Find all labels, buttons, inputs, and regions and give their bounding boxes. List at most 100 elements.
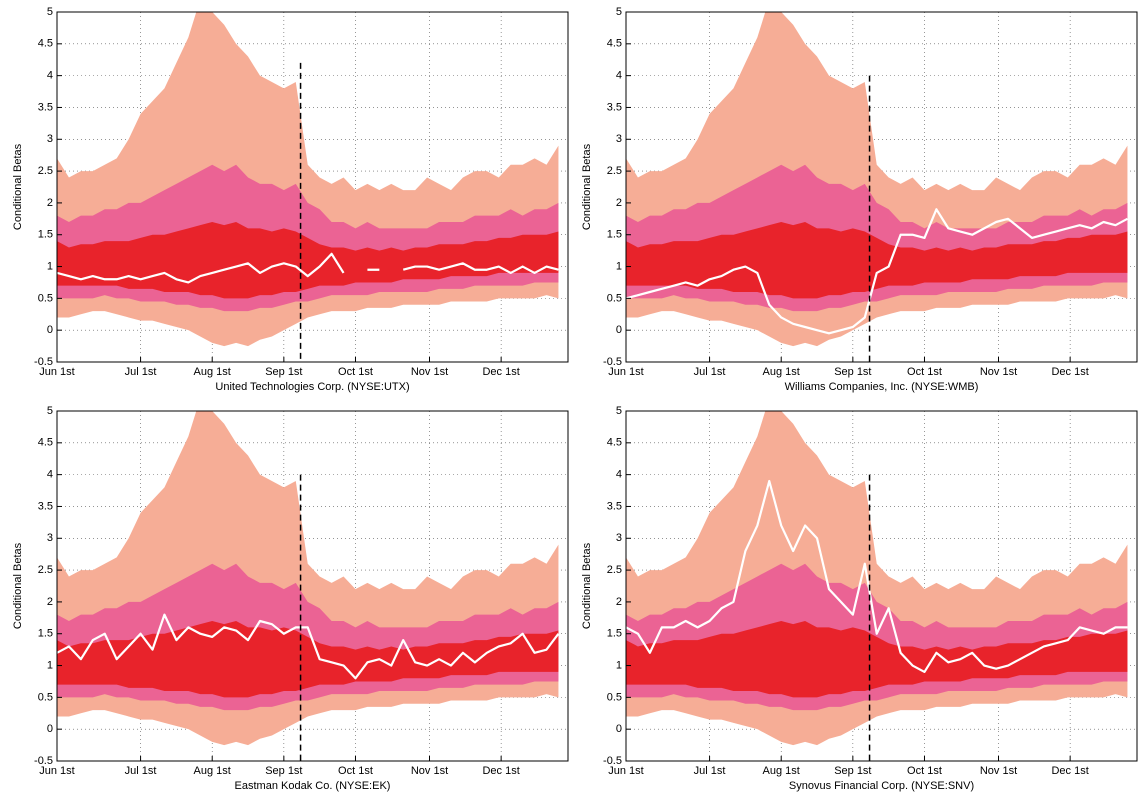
y-tick-label: 2	[616, 197, 622, 209]
y-axis-label: Conditional Betas	[12, 542, 24, 629]
y-tick-label: 1.5	[38, 229, 53, 241]
y-tick-label: 0	[616, 723, 622, 735]
y-axis-label: Conditional Betas	[12, 143, 24, 230]
beta-line	[626, 208, 1128, 335]
axes-frame	[625, 11, 1138, 363]
y-tick-label: 4.5	[38, 437, 53, 449]
y-tick-label: 1.5	[607, 628, 622, 640]
y-tick-label: -0.5	[603, 356, 622, 368]
plot-area	[57, 411, 568, 761]
x-tick-label: Sep 1st	[834, 366, 871, 378]
y-tick-label: 2	[47, 596, 53, 608]
y-tick-label: 3.5	[607, 500, 622, 512]
y-tick-label: 3.5	[607, 101, 622, 113]
x-tick-label: Oct 1st	[907, 765, 942, 777]
x-tick-label: Oct 1st	[338, 765, 373, 777]
x-tick-label: Sep 1st	[265, 765, 302, 777]
x-tick-label: Aug 1st	[763, 765, 800, 777]
y-tick-label: 3.5	[38, 101, 53, 113]
x-tick-label: Oct 1st	[338, 366, 373, 378]
band-area	[626, 222, 1128, 299]
y-tick-label: 0	[47, 324, 53, 336]
y-tick-label: 0.5	[38, 292, 53, 304]
y-tick-label: 5	[47, 6, 53, 18]
y-tick-label: 2	[47, 197, 53, 209]
y-tick-label: 4.5	[607, 38, 622, 50]
x-tick-label: Dec 1st	[482, 366, 519, 378]
y-tick-label: 2	[616, 596, 622, 608]
y-tick-label: 5	[616, 405, 622, 417]
y-tick-label: 3	[616, 133, 622, 145]
plot-area	[57, 12, 568, 362]
x-tick-label: Jul 1st	[125, 765, 157, 777]
x-tick-label: Nov 1st	[980, 366, 1017, 378]
x-tick-label: Dec 1st	[1051, 366, 1088, 378]
band-area	[57, 222, 559, 299]
y-tick-label: 4	[616, 469, 622, 481]
x-tick-label: Oct 1st	[907, 366, 942, 378]
x-tick-label: Aug 1st	[194, 765, 231, 777]
y-tick-label: 5	[47, 405, 53, 417]
y-tick-label: -0.5	[34, 356, 53, 368]
y-tick-label: 0.5	[607, 292, 622, 304]
y-tick-label: 3	[47, 532, 53, 544]
y-tick-label: 1.5	[607, 229, 622, 241]
x-tick-label: Sep 1st	[834, 765, 871, 777]
axes-frame	[56, 410, 569, 762]
y-tick-label: 2.5	[607, 165, 622, 177]
y-tick-label: 0	[47, 723, 53, 735]
x-tick-label: Jul 1st	[694, 765, 726, 777]
y-tick-label: 2.5	[607, 564, 622, 576]
x-tick-label: Nov 1st	[411, 765, 448, 777]
y-tick-label: 1	[616, 659, 622, 671]
y-tick-label: 2.5	[38, 564, 53, 576]
x-tick-label: Dec 1st	[482, 765, 519, 777]
y-tick-label: 4	[47, 70, 53, 82]
x-tick-label: Jul 1st	[125, 366, 157, 378]
y-tick-label: 4.5	[607, 437, 622, 449]
plot-area	[626, 12, 1137, 362]
y-tick-label: -0.5	[603, 755, 622, 767]
x-axis-label: Eastman Kodak Co. (NYSE:EK)	[235, 780, 391, 792]
y-tick-label: 2.5	[38, 165, 53, 177]
y-tick-label: 1	[616, 260, 622, 272]
y-tick-label: 0.5	[607, 691, 622, 703]
y-axis-label: Conditional Betas	[581, 143, 593, 230]
x-tick-label: Jun 1st	[39, 765, 74, 777]
y-tick-label: 0	[616, 324, 622, 336]
band-area	[57, 621, 559, 698]
x-tick-label: Dec 1st	[1051, 765, 1088, 777]
beta-line	[626, 479, 1128, 674]
y-tick-label: 1.5	[38, 628, 53, 640]
x-tick-label: Jun 1st	[39, 366, 74, 378]
axes-frame	[56, 11, 569, 363]
plot-area	[626, 411, 1137, 761]
x-axis-label: Williams Companies, Inc. (NYSE:WMB)	[785, 381, 979, 393]
y-axis-label: Conditional Betas	[581, 542, 593, 629]
y-tick-label: 4	[616, 70, 622, 82]
x-tick-label: Nov 1st	[411, 366, 448, 378]
y-tick-label: -0.5	[34, 755, 53, 767]
x-tick-label: Aug 1st	[194, 366, 231, 378]
x-tick-label: Jun 1st	[608, 366, 643, 378]
beta-line	[57, 613, 560, 680]
x-axis-label: Synovus Financial Corp. (NYSE:SNV)	[789, 780, 974, 792]
x-tick-label: Jul 1st	[694, 366, 726, 378]
y-tick-label: 1	[47, 659, 53, 671]
y-tick-label: 5	[616, 6, 622, 18]
x-axis-label: United Technologies Corp. (NYSE:UTX)	[215, 381, 409, 393]
y-tick-label: 4.5	[38, 38, 53, 50]
x-tick-label: Sep 1st	[265, 366, 302, 378]
x-tick-label: Nov 1st	[980, 765, 1017, 777]
axes-frame	[625, 410, 1138, 762]
y-tick-label: 3.5	[38, 500, 53, 512]
y-tick-label: 3	[616, 532, 622, 544]
y-tick-label: 1	[47, 260, 53, 272]
x-tick-label: Aug 1st	[763, 366, 800, 378]
y-tick-label: 3	[47, 133, 53, 145]
y-tick-label: 4	[47, 469, 53, 481]
band-area	[626, 621, 1128, 698]
x-tick-label: Jun 1st	[608, 765, 643, 777]
beta-line	[57, 252, 559, 284]
